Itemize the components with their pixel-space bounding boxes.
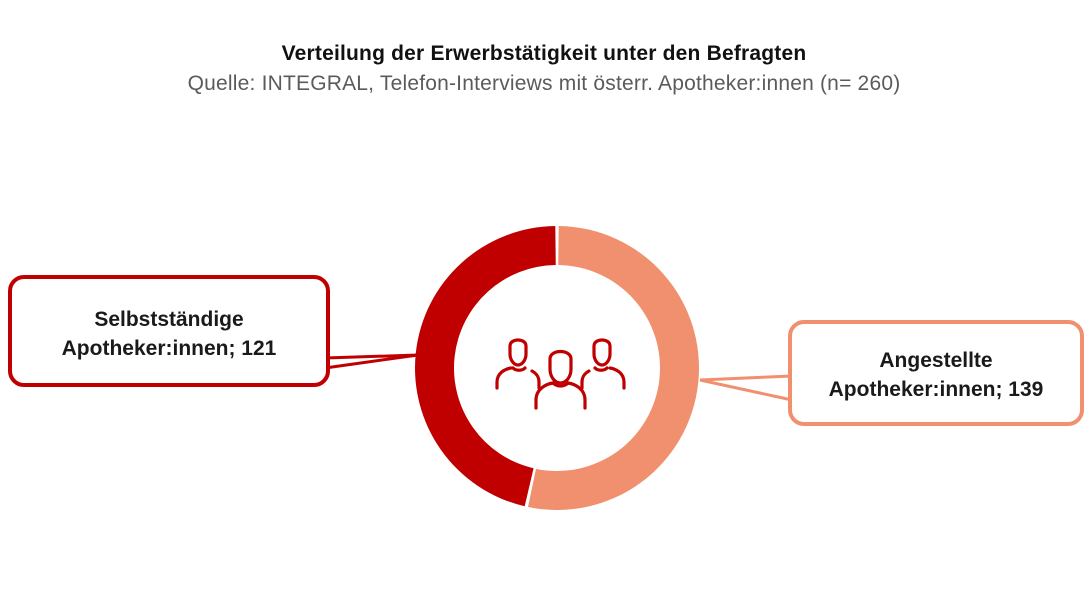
chart-subtitle: Quelle: INTEGRAL, Telefon-Interviews mit…: [187, 72, 901, 95]
callout-box-selbststaendige: [8, 275, 330, 387]
data-label-angestellte-line2: Apotheker:innen; 139: [829, 378, 1044, 401]
data-label-selbststaendige-line2: Apotheker:innen; 121: [62, 337, 277, 360]
callout-angestellte: Angestellte Apotheker:innen; 139: [788, 320, 1084, 426]
people-group-icon: [495, 338, 626, 410]
leader-line-selbststaendige: [324, 353, 419, 360]
callout-box-angestellte: [788, 320, 1084, 426]
leader-line-angestellte-lower: [699, 378, 793, 402]
callout-selbststaendige: Selbstständige Apotheker:innen; 121: [8, 275, 330, 387]
leader-line-angestellte: [699, 374, 793, 382]
data-label-selbststaendige-line1: Selbstständige: [94, 308, 243, 331]
leader-line-selbststaendige-lower: [324, 353, 419, 370]
data-label-angestellte-line1: Angestellte: [879, 349, 992, 372]
donut-ring: [414, 226, 700, 511]
pie-slice-selbststaendige: [414, 226, 556, 507]
pie-slice-angestellte: [528, 226, 700, 511]
chart-title: Verteilung der Erwerbstätigkeit unter de…: [281, 42, 807, 65]
